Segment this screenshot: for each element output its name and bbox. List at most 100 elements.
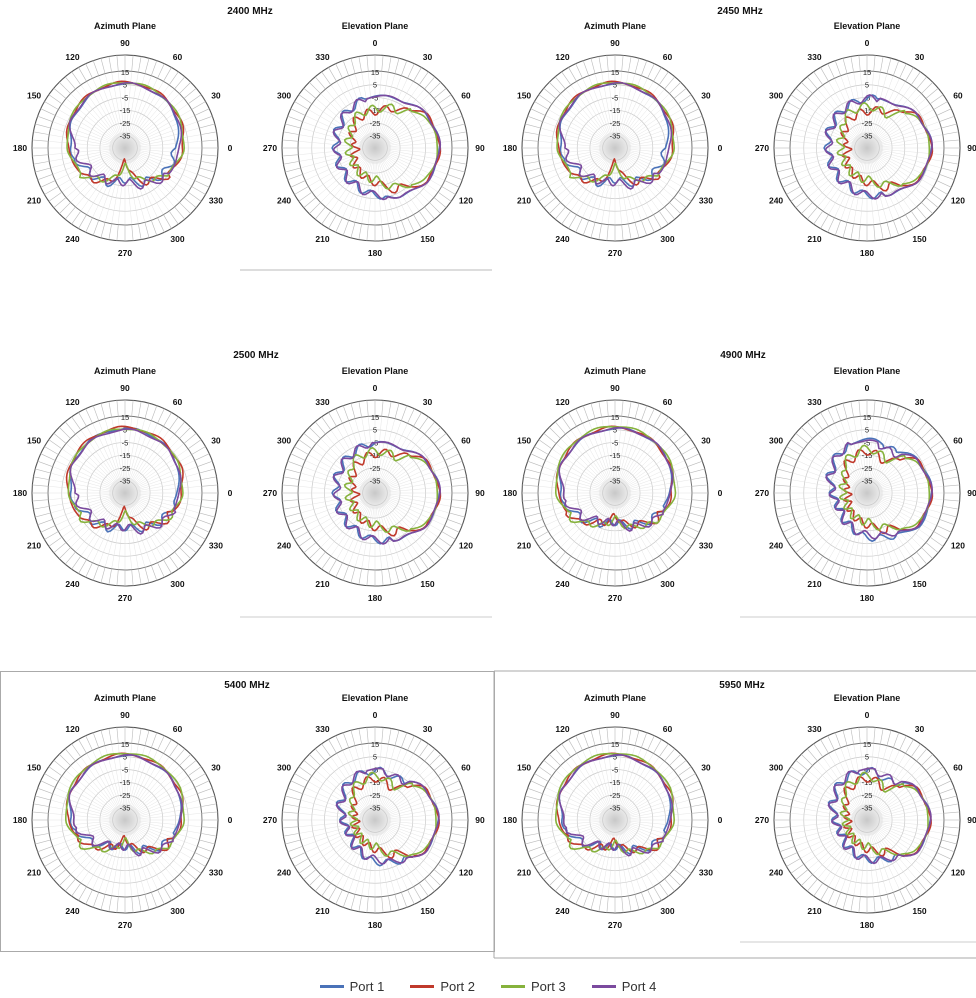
angle-label: 270 xyxy=(755,143,769,153)
grid-spoke xyxy=(355,746,372,807)
grid-spoke xyxy=(376,744,382,807)
grid-spoke xyxy=(355,74,372,135)
grid-spoke xyxy=(628,824,687,847)
tick-mark xyxy=(687,115,703,122)
tick-mark xyxy=(35,839,51,845)
angle-label: 240 xyxy=(277,868,291,878)
grid-spoke xyxy=(847,746,864,807)
series-trace-port3 xyxy=(835,102,931,189)
tick-mark xyxy=(942,506,959,510)
tick-mark xyxy=(916,748,928,762)
grid-spoke xyxy=(138,813,201,819)
tick-mark xyxy=(522,484,539,487)
grid-spoke xyxy=(552,776,604,813)
tick-mark xyxy=(590,894,596,910)
legend-item-port4: Port 4 xyxy=(591,979,656,994)
tick-mark xyxy=(33,833,50,837)
radial-label: -5 xyxy=(864,438,871,447)
angle-label: 60 xyxy=(173,397,183,407)
plane-title: Elevation Plane xyxy=(342,693,409,703)
angle-label: 30 xyxy=(423,397,433,407)
tick-mark xyxy=(151,892,158,908)
grid-spoke xyxy=(828,82,861,136)
grid-spoke xyxy=(619,161,642,220)
grid-spoke xyxy=(823,831,860,883)
tick-mark xyxy=(684,108,700,116)
grid-spoke xyxy=(137,826,191,859)
radial-label: 5 xyxy=(373,81,377,90)
tick-mark xyxy=(893,60,900,76)
grid-spoke xyxy=(385,501,434,543)
tick-mark xyxy=(179,754,191,766)
tick-mark xyxy=(321,71,332,86)
tick-mark xyxy=(108,223,112,240)
tick-mark xyxy=(187,536,202,547)
tick-mark xyxy=(350,222,356,238)
tick-mark xyxy=(936,852,952,860)
tick-mark xyxy=(598,568,602,585)
tick-mark xyxy=(187,191,202,202)
grid-spoke xyxy=(138,824,197,847)
tick-mark xyxy=(561,416,572,431)
grid-spoke xyxy=(880,496,941,513)
grid-spoke xyxy=(621,160,654,214)
polar-chart-5: 155-5-15-25-3503060901201501802102402703… xyxy=(13,350,279,603)
tick-mark xyxy=(820,412,829,427)
angle-label: 120 xyxy=(459,196,473,206)
tick-mark xyxy=(687,460,703,467)
grid-spoke xyxy=(379,833,402,892)
grid-spoke xyxy=(628,813,691,819)
angle-label: 0 xyxy=(373,710,378,720)
tick-mark xyxy=(549,202,561,214)
tick-mark xyxy=(44,531,59,540)
tick-mark xyxy=(598,895,602,912)
angle-label: 150 xyxy=(420,906,434,916)
grid-spoke xyxy=(118,744,124,807)
tick-mark xyxy=(303,87,317,99)
tick-mark xyxy=(194,852,210,860)
angle-label: 30 xyxy=(915,397,925,407)
grid-spoke xyxy=(561,829,606,874)
tick-mark xyxy=(388,56,392,73)
tick-mark xyxy=(116,896,119,913)
grid-spoke xyxy=(871,421,894,480)
grid-spoke xyxy=(312,104,364,141)
grid-spoke xyxy=(51,496,112,513)
grid-spoke xyxy=(355,419,372,480)
grid-spoke xyxy=(853,745,865,807)
angle-label: 210 xyxy=(315,906,329,916)
grid-spoke xyxy=(388,495,450,507)
grid-spoke xyxy=(870,74,887,135)
grid-spoke xyxy=(793,473,854,490)
angle-label: 180 xyxy=(13,143,27,153)
grid-spoke xyxy=(306,825,363,853)
angle-label: 300 xyxy=(170,234,184,244)
tick-mark xyxy=(684,525,700,533)
grid-spoke xyxy=(623,434,665,483)
tick-mark xyxy=(413,67,422,82)
grid-spoke xyxy=(792,150,854,162)
grid-spoke xyxy=(792,495,854,507)
angle-label: 30 xyxy=(701,91,711,101)
angle-label: 150 xyxy=(912,906,926,916)
tick-mark xyxy=(527,846,543,853)
grid-spoke xyxy=(595,419,612,480)
tick-mark xyxy=(100,403,106,419)
tick-mark xyxy=(538,439,553,450)
grid-spoke xyxy=(878,776,930,813)
grid-spoke xyxy=(624,94,669,139)
grid-spoke xyxy=(871,833,894,892)
tick-mark xyxy=(634,894,640,910)
radial-label: -5 xyxy=(612,438,619,447)
series-trace-port2 xyxy=(348,448,442,537)
tick-mark xyxy=(684,180,700,188)
tick-mark xyxy=(328,67,337,82)
tick-mark xyxy=(358,223,362,240)
grid-spoke xyxy=(50,150,112,162)
tick-mark xyxy=(53,197,67,209)
angle-label: 30 xyxy=(915,52,925,62)
grid-spoke xyxy=(792,134,854,146)
angle-label: 180 xyxy=(860,248,874,258)
grid-spoke xyxy=(388,496,449,513)
grid-spoke xyxy=(59,826,113,859)
